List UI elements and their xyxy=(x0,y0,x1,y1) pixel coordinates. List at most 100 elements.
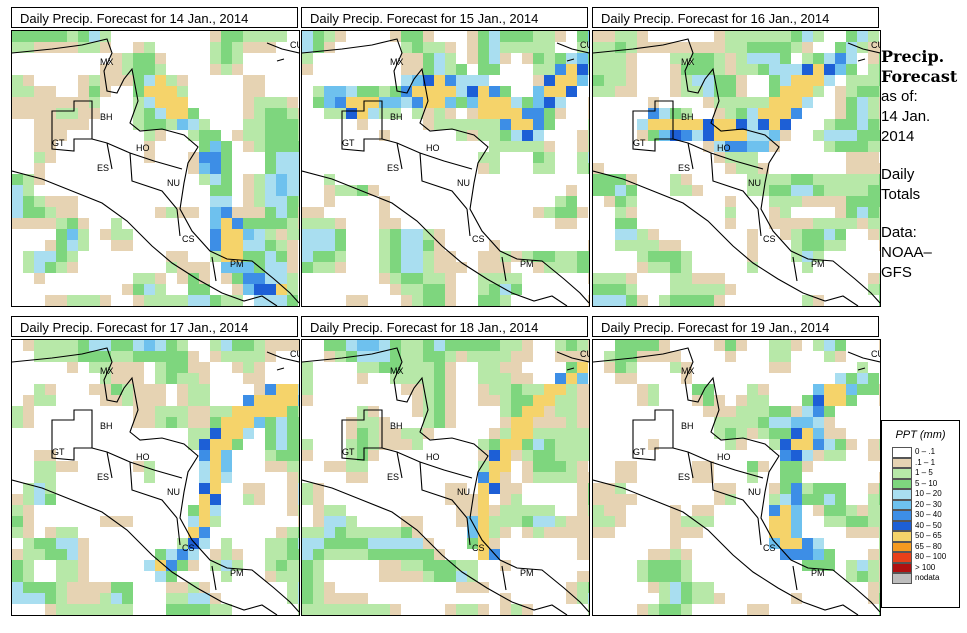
country-label: CS xyxy=(763,543,776,553)
panel-title: Daily Precip. Forecast for 14 Jan., 2014 xyxy=(11,7,298,28)
caption-data-line1: Data: xyxy=(881,224,917,241)
legend-label: 30 – 40 xyxy=(915,510,942,519)
country-label: CS xyxy=(472,234,485,244)
panel-title: Daily Precip. Forecast for 17 Jan., 2014 xyxy=(11,316,298,337)
forecast-panel: Daily Precip. Forecast for 15 Jan., 2014… xyxy=(301,7,590,307)
country-label: MX xyxy=(390,366,404,376)
country-label: HO xyxy=(717,452,731,462)
forecast-panel: Daily Precip. Forecast for 17 Jan., 2014… xyxy=(11,316,300,616)
country-label: PM xyxy=(520,259,534,269)
cuba-coast xyxy=(266,351,299,371)
forecast-panel: Daily Precip. Forecast for 16 Jan., 2014… xyxy=(592,7,881,307)
country-label: MX xyxy=(681,366,695,376)
country-label: PM xyxy=(520,568,534,578)
legend-item: > 100 xyxy=(892,562,959,573)
precip-map: MX CU BH GT HO ES NU CS PM xyxy=(11,30,300,307)
country-label: BH xyxy=(100,421,113,431)
legend-item: 40 – 50 xyxy=(892,520,959,531)
legend-label: 10 – 20 xyxy=(915,489,942,498)
side-caption: Precip. Forecast as of: 14 Jan. 2014 Dai… xyxy=(881,47,965,283)
legend-swatch xyxy=(892,552,912,563)
legend-swatch xyxy=(892,457,912,468)
country-label: BH xyxy=(390,421,403,431)
forecast-panel: Daily Precip. Forecast for 14 Jan., 2014… xyxy=(11,7,300,307)
precip-map: MX CU BH GT HO ES NU CS PM xyxy=(301,339,590,616)
precip-map: MX CU BH GT HO ES NU CS PM xyxy=(11,339,300,616)
country-label: PM xyxy=(230,259,244,269)
country-label: NU xyxy=(457,487,470,497)
legend-swatch xyxy=(892,573,912,584)
country-borders xyxy=(632,100,798,282)
caption-title-line1: Precip. xyxy=(881,47,945,66)
country-label: HO xyxy=(136,452,150,462)
legend-swatch xyxy=(892,562,912,573)
country-label: BH xyxy=(681,112,694,122)
country-label: CS xyxy=(182,543,195,553)
legend-swatch xyxy=(892,531,912,542)
legend-swatch xyxy=(892,499,912,510)
coastline xyxy=(593,38,880,304)
country-label: GT xyxy=(633,447,646,457)
country-label: NU xyxy=(167,487,180,497)
country-label: HO xyxy=(426,143,440,153)
legend-item: 30 – 40 xyxy=(892,510,959,521)
legend-item: 0 – .1 xyxy=(892,447,959,458)
legend-swatch xyxy=(892,468,912,479)
country-label: HO xyxy=(426,452,440,462)
legend-item: 1 – 5 xyxy=(892,468,959,479)
country-label: CU xyxy=(290,349,299,359)
country-label: CU xyxy=(871,40,880,50)
legend-label: 20 – 30 xyxy=(915,499,942,509)
country-label: CS xyxy=(182,234,195,244)
coastline xyxy=(12,38,299,304)
country-label: CU xyxy=(580,349,589,359)
coastline xyxy=(12,347,299,613)
country-label: MX xyxy=(681,57,695,67)
forecast-panel: Daily Precip. Forecast for 19 Jan., 2014… xyxy=(592,316,881,616)
panel-title: Daily Precip. Forecast for 15 Jan., 2014 xyxy=(301,7,588,28)
legend-item: 50 – 65 xyxy=(892,531,959,542)
country-label: PM xyxy=(811,259,825,269)
cuba-coast xyxy=(556,42,589,62)
country-label: CS xyxy=(763,234,776,244)
legend-swatch xyxy=(892,489,912,500)
country-borders xyxy=(341,100,507,282)
country-label: ES xyxy=(387,163,399,173)
legend-swatch xyxy=(892,447,912,458)
legend-label: 5 – 10 xyxy=(915,478,938,488)
legend-label: nodata xyxy=(915,573,940,582)
legend-label: 65 – 80 xyxy=(915,541,942,551)
country-label: ES xyxy=(678,472,690,482)
caption-asof-line3: 2014 xyxy=(881,128,915,145)
country-label: BH xyxy=(390,112,403,122)
precip-grid xyxy=(302,340,589,615)
precip-map: MX CU BH GT HO ES NU CS PM xyxy=(592,30,881,307)
legend-swatch xyxy=(892,541,912,552)
country-label: ES xyxy=(97,472,109,482)
coastline-pacific xyxy=(302,170,568,306)
country-label: GT xyxy=(633,138,646,148)
legend-item: 20 – 30 xyxy=(892,499,959,510)
legend-swatch xyxy=(892,520,912,531)
country-label: NU xyxy=(457,178,470,188)
legend-label: 40 – 50 xyxy=(915,520,942,530)
coastline-pacific xyxy=(12,479,278,615)
country-label: HO xyxy=(717,143,731,153)
legend-item: 80 – 100 xyxy=(892,552,959,563)
coastline xyxy=(302,347,589,613)
coastline-pacific xyxy=(593,479,859,615)
panel-title: Daily Precip. Forecast for 18 Jan., 2014 xyxy=(301,316,588,337)
coastline-pacific xyxy=(12,170,278,306)
country-label: GT xyxy=(52,447,65,457)
legend-label: 0 – .1 xyxy=(915,447,936,456)
caption-data-line3: GFS xyxy=(881,264,912,281)
cuba-coast xyxy=(556,351,589,371)
precip-map: MX CU BH GT HO ES NU CS PM xyxy=(592,339,881,616)
legend-label: > 100 xyxy=(915,562,936,572)
country-label: MX xyxy=(100,57,114,67)
country-label: MX xyxy=(390,57,404,67)
country-label: NU xyxy=(167,178,180,188)
legend-label: 1 – 5 xyxy=(915,468,933,477)
country-label: HO xyxy=(136,143,150,153)
cuba-coast xyxy=(847,351,880,371)
